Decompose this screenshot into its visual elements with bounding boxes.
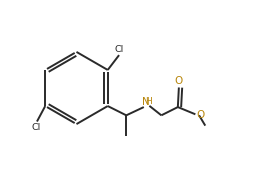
Text: O: O xyxy=(175,76,183,86)
Text: O: O xyxy=(196,110,204,120)
Text: N: N xyxy=(142,97,150,107)
Text: Cl: Cl xyxy=(115,45,124,55)
Text: Cl: Cl xyxy=(32,122,41,131)
Text: H: H xyxy=(145,97,151,106)
